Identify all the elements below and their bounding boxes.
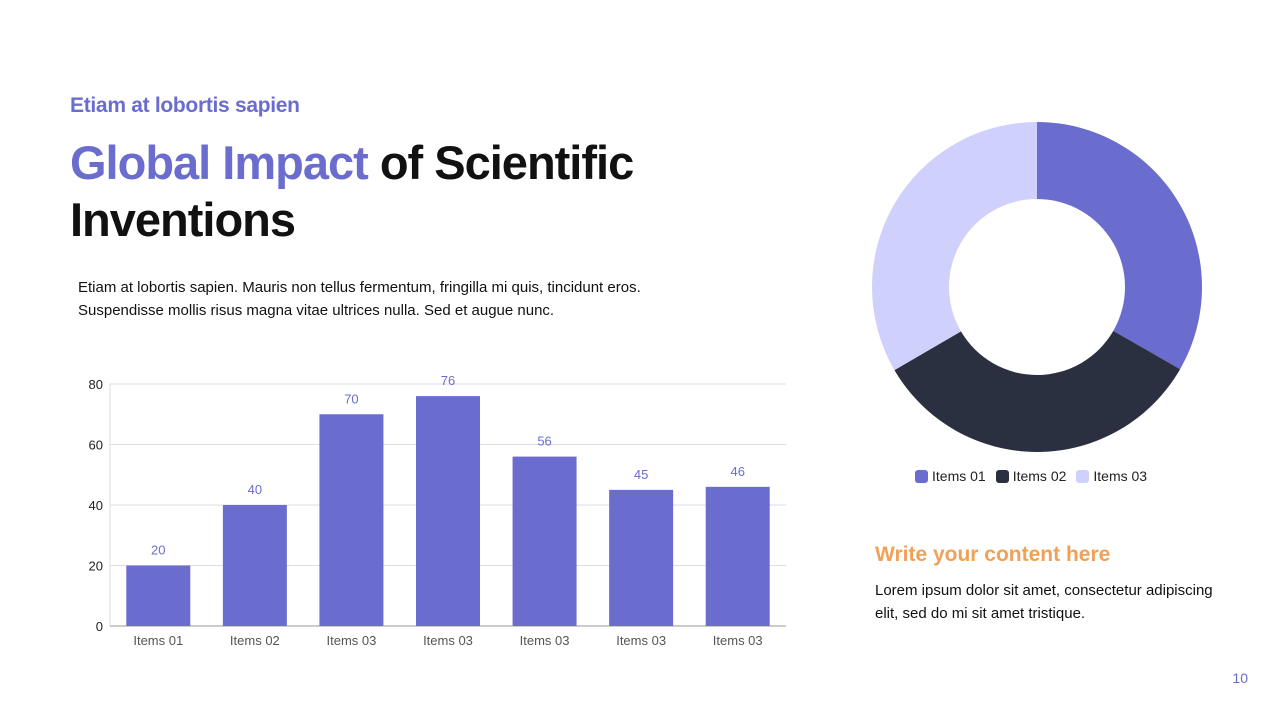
donut-slice-3 <box>872 122 1037 371</box>
y-tick-label: 0 <box>96 619 103 634</box>
title-accent-text: Global Impact <box>70 136 369 189</box>
legend-label-2: Items 02 <box>1012 468 1067 484</box>
x-tick-label: Items 03 <box>520 633 570 648</box>
bar-value-label: 70 <box>344 391 358 406</box>
x-tick-label: Items 03 <box>616 633 666 648</box>
bar-3 <box>319 414 384 626</box>
donut-slice-1 <box>1037 122 1202 370</box>
legend-label-1: Items 01 <box>932 468 986 484</box>
y-tick-label: 20 <box>89 559 103 574</box>
bar-chart: 0 20 40 60 80 20 Items 01 40 Items 02 70 Items 03 7… <box>89 373 786 648</box>
bar-value-label: 56 <box>537 434 551 449</box>
legend-item-2: Items 02 <box>995 468 1067 484</box>
donut-legend: Items 01 Items 02 Items 03 <box>915 468 1147 484</box>
legend-label-3: Items 03 <box>1093 468 1148 484</box>
bar-value-label: 76 <box>441 373 455 388</box>
y-tick-label: 80 <box>89 377 103 392</box>
legend-swatch-1 <box>915 469 928 483</box>
legend-item-3: Items 03 <box>1076 468 1147 484</box>
bar-value-label: 20 <box>151 543 165 558</box>
content-heading: Write your content here <box>875 543 1111 566</box>
donut-chart <box>872 122 1202 452</box>
x-tick-label: Items 03 <box>326 633 376 648</box>
bar-2 <box>222 505 287 626</box>
bar-value-label: 46 <box>730 464 744 479</box>
legend-swatch-2 <box>995 469 1009 483</box>
content-paragraph: Lorem ipsum dolor sit amet, consectetur … <box>875 582 1213 622</box>
y-tick-label: 60 <box>89 438 103 453</box>
legend-swatch-3 <box>1076 469 1090 483</box>
bar-7 <box>705 486 770 626</box>
x-tick-label: Items 02 <box>230 633 280 648</box>
donut-slice-2 <box>894 330 1181 452</box>
bar-1 <box>126 565 191 626</box>
y-tick-label: 40 <box>89 498 103 513</box>
slide-title: Global Impact of Scientific Inventions <box>70 134 770 248</box>
x-tick-label: Items 03 <box>423 633 473 648</box>
bar-5 <box>512 456 577 626</box>
slide-subtitle: Etiam at lobortis sapien <box>70 94 300 117</box>
bar-value-label: 40 <box>248 482 262 497</box>
bar-value-label: 45 <box>634 467 648 482</box>
legend-item-1: Items 01 <box>915 468 986 484</box>
intro-paragraph: Etiam at lobortis sapien. Mauris non tel… <box>78 279 641 319</box>
page-number: 10 <box>1232 670 1248 686</box>
bar-6 <box>609 489 674 626</box>
x-tick-label: Items 01 <box>133 633 183 648</box>
title-rest-text: of Scientific Inventions <box>70 136 634 246</box>
bar-4 <box>416 396 480 626</box>
x-tick-label: Items 03 <box>713 633 763 648</box>
